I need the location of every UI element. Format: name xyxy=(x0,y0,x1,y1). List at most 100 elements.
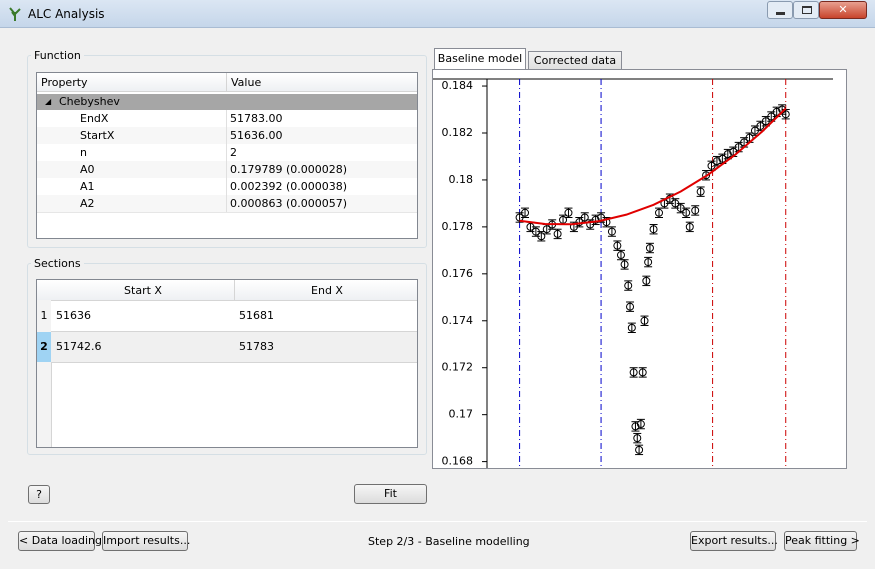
data-point xyxy=(629,368,638,377)
row-number: 1 xyxy=(40,309,48,322)
property-name: n xyxy=(80,146,87,159)
help-button[interactable]: ? xyxy=(28,485,50,504)
property-name: A2 xyxy=(80,197,95,210)
data-point xyxy=(638,368,647,377)
cell-divider xyxy=(226,127,227,144)
column-header: End X xyxy=(311,284,343,297)
expander: ◢ xyxy=(45,97,52,106)
group-title: Sections xyxy=(31,257,84,270)
tab-pane xyxy=(432,69,847,469)
data-point xyxy=(655,208,663,217)
data-point xyxy=(644,258,653,267)
y-tick-label: 0.18 xyxy=(449,173,474,186)
data-point xyxy=(553,229,562,238)
sections-table: Start X End X 1 51636 51681 2 51742.6 51783 xyxy=(36,279,418,448)
y-tick-label: 0.17 xyxy=(449,408,474,421)
y-tick-label: 0.174 xyxy=(442,314,474,327)
sections-group xyxy=(27,263,427,455)
tab[interactable]: Baseline model xyxy=(434,48,526,70)
close-button[interactable]: ✕ xyxy=(819,1,867,19)
column-header: Start X xyxy=(124,284,162,297)
start-x: 51742.6 xyxy=(56,340,102,353)
data-point xyxy=(696,187,705,196)
property-value: 2 xyxy=(230,146,237,159)
cell-divider xyxy=(226,178,227,195)
row-number: 2 xyxy=(37,332,51,362)
data-point xyxy=(712,157,721,166)
data-point xyxy=(537,232,546,241)
minimize-button[interactable] xyxy=(767,1,793,19)
data-point xyxy=(631,422,640,431)
data-point xyxy=(723,150,732,159)
property-name: A1 xyxy=(80,180,95,193)
window-title: ALC Analysis xyxy=(28,7,105,21)
property-value: 51783.00 xyxy=(230,112,283,125)
y-tick-label: 0.178 xyxy=(442,220,474,233)
property-value: 51636.00 xyxy=(230,129,283,142)
y-tick-label: 0.184 xyxy=(442,79,474,92)
data-point xyxy=(626,302,635,311)
data-point xyxy=(613,241,622,250)
start-x: 51636 xyxy=(56,309,91,322)
data-point xyxy=(772,107,781,116)
end-x: 51681 xyxy=(239,309,274,322)
group-title: Function xyxy=(31,49,84,62)
property-name: EndX xyxy=(80,112,109,125)
chart: 0.168 0.17 0.172 0.174 0.176 0.178 0.18 0.182 0.… xyxy=(433,78,833,468)
property-value: 0.179789 (0.000028) xyxy=(230,163,348,176)
tab[interactable]: Corrected data xyxy=(528,51,622,69)
data-point xyxy=(649,225,658,234)
group-row xyxy=(37,94,417,110)
data-point xyxy=(633,434,642,443)
data-point xyxy=(781,110,790,119)
property-table: Property Value ◢ Chebyshev EndX 51783.00 Start… xyxy=(36,72,418,239)
app-icon xyxy=(9,7,21,21)
cell-divider xyxy=(226,161,227,178)
header-divider xyxy=(226,73,227,91)
table-row xyxy=(51,332,417,363)
y-tick-label: 0.172 xyxy=(442,361,474,374)
column-header: Value xyxy=(231,76,262,89)
property-name: A0 xyxy=(80,163,95,176)
function-group xyxy=(27,55,427,248)
table-row xyxy=(37,195,417,213)
property-name: StartX xyxy=(80,129,115,142)
peak-fitting-button[interactable]: Peak fitting > xyxy=(784,531,860,551)
cell-divider xyxy=(226,144,227,161)
data-point xyxy=(691,206,700,215)
maximize-button[interactable] xyxy=(793,1,819,19)
data-point xyxy=(521,208,530,217)
import-button[interactable]: Import results... xyxy=(102,531,190,551)
end-x: 51783 xyxy=(239,340,274,353)
cell-divider xyxy=(226,195,227,212)
y-tick-label: 0.176 xyxy=(442,267,474,280)
data-point xyxy=(620,260,629,269)
property-value: 0.000863 (0.000057) xyxy=(230,197,348,210)
data-point xyxy=(645,244,654,253)
data-point xyxy=(580,213,589,222)
column-header: Property xyxy=(41,76,88,89)
fit-line xyxy=(519,107,787,226)
group-label: Chebyshev xyxy=(59,95,120,108)
status-text: Step 2/3 - Baseline modelling xyxy=(368,535,530,548)
data-point xyxy=(607,227,616,236)
data-point xyxy=(564,208,573,217)
data-point xyxy=(685,222,694,231)
property-value: 0.002392 (0.000038) xyxy=(230,180,348,193)
header-row xyxy=(37,280,417,301)
fit-button[interactable]: Fit xyxy=(354,484,427,504)
y-tick-label: 0.168 xyxy=(442,455,474,468)
data-point xyxy=(702,171,711,180)
data-point xyxy=(642,276,651,285)
header-row xyxy=(37,73,417,92)
y-tick-label: 0.182 xyxy=(442,126,474,139)
data-point xyxy=(624,281,633,290)
title-bar: ALC Analysis ✕ xyxy=(0,0,875,28)
data-point xyxy=(682,208,691,217)
data-point xyxy=(635,445,644,454)
data-loading-button[interactable]: < Data loading xyxy=(18,531,102,551)
data-point xyxy=(627,323,636,332)
data-point xyxy=(636,420,645,429)
export-button[interactable]: Export results... xyxy=(690,531,778,551)
